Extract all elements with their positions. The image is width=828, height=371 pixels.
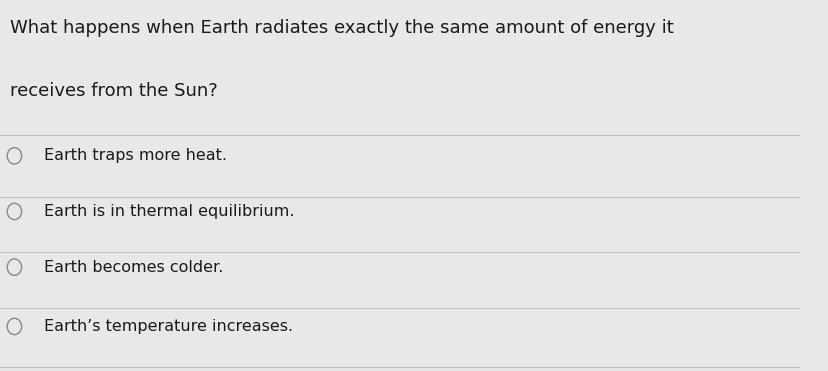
Text: What happens when Earth radiates exactly the same amount of energy it: What happens when Earth radiates exactly… [10,19,672,37]
Text: Earth traps more heat.: Earth traps more heat. [44,148,227,163]
Text: receives from the Sun?: receives from the Sun? [10,82,217,100]
Text: Earth’s temperature increases.: Earth’s temperature increases. [44,319,293,334]
Text: Earth becomes colder.: Earth becomes colder. [44,260,223,275]
Text: Earth is in thermal equilibrium.: Earth is in thermal equilibrium. [44,204,294,219]
